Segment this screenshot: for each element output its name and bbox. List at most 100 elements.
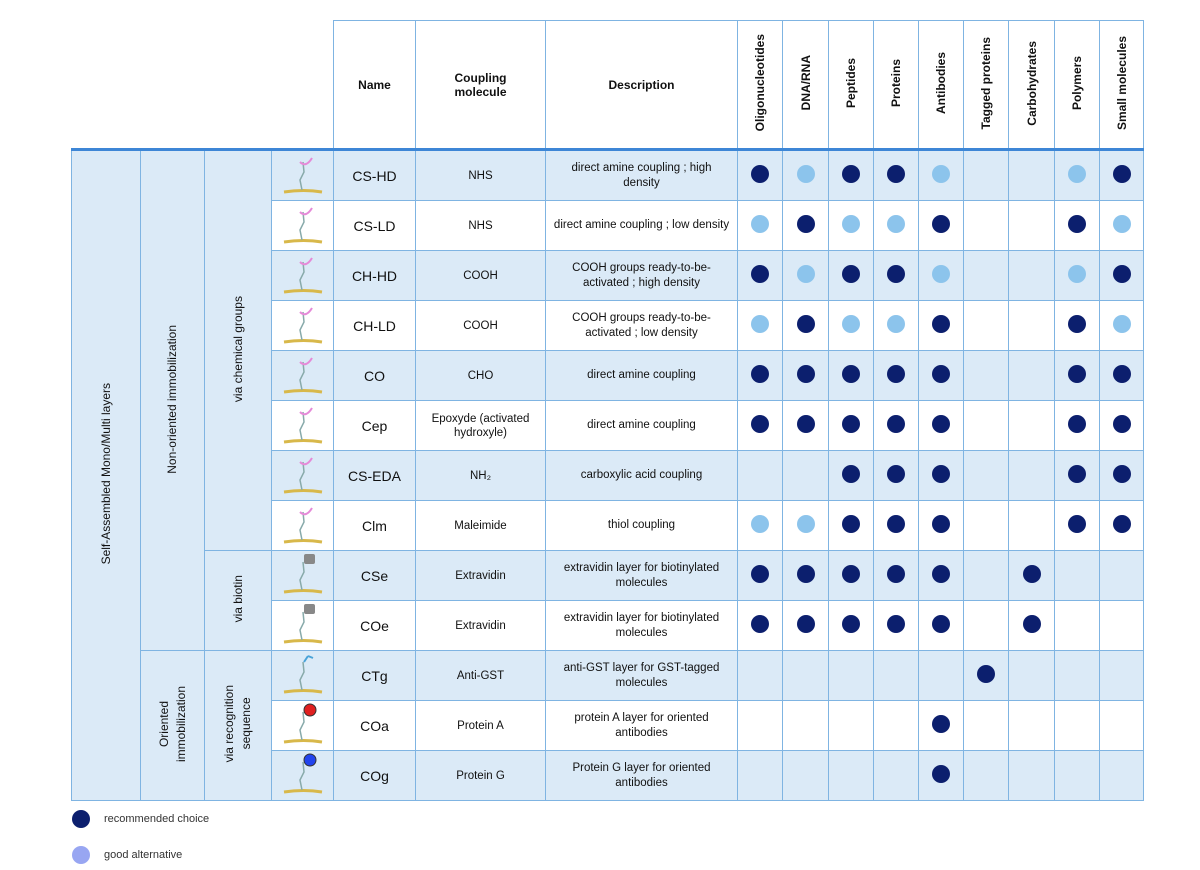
recommended-dot-icon <box>887 565 905 583</box>
cell-polymers <box>1054 300 1100 351</box>
cell-antibodies <box>918 300 964 351</box>
header-target-2: Peptides <box>828 20 874 150</box>
recommended-dot-icon <box>72 810 90 828</box>
amine-linker-icon <box>278 457 328 499</box>
header-target-6: Carbohydrates <box>1008 20 1055 150</box>
cell-coupling: Maleimide <box>415 500 546 551</box>
cell-description: Protein G layer for oriented antibodies <box>545 750 738 801</box>
cell-description: thiol coupling <box>545 500 738 551</box>
cell-small-molecules <box>1099 500 1144 551</box>
cell-oligonucleotides <box>737 300 783 351</box>
recommended-dot-icon <box>887 165 905 183</box>
alternative-dot-icon <box>842 215 860 233</box>
recommended-dot-icon <box>1068 365 1086 383</box>
cell-antibodies <box>918 350 964 401</box>
header-target-label: DNA/RNA <box>798 55 813 111</box>
cell-proteins <box>873 650 919 701</box>
protein-a-linker-icon <box>278 703 328 749</box>
recommended-dot-icon <box>751 415 769 433</box>
cell-tagged-proteins <box>963 600 1009 651</box>
cell-antibodies <box>918 400 964 451</box>
cell-dna-rna <box>782 149 829 201</box>
recommended-dot-icon <box>887 615 905 633</box>
molecule-cell <box>271 550 334 601</box>
cell-dna-rna <box>782 200 829 251</box>
cell-oligonucleotides <box>737 700 783 751</box>
recommended-dot-icon <box>932 715 950 733</box>
cell-proteins <box>873 600 919 651</box>
cell-coupling: Extravidin <box>415 600 546 651</box>
cell-name: COe <box>333 600 416 651</box>
cell-small-molecules <box>1099 250 1144 301</box>
header-blank <box>72 21 334 150</box>
cell-name: CH-HD <box>333 250 416 301</box>
cell-antibodies <box>918 500 964 551</box>
cell-coupling: Protein G <box>415 750 546 801</box>
extravidin-linker-icon <box>278 554 328 599</box>
cell-antibodies <box>918 750 964 801</box>
cell-dna-rna <box>782 450 829 501</box>
table-row: Self-Assembled Mono/Multi layers Non-orie… <box>71 149 1144 801</box>
cell-coupling: Extravidin <box>415 550 546 601</box>
header-target-8: Small molecules <box>1099 20 1144 150</box>
cell-antibodies <box>918 700 964 751</box>
cell-carbohydrates <box>1008 550 1055 601</box>
header-target-label: Polymers <box>1070 55 1084 111</box>
table-row: CH-LD COOH COOH groups ready-to-be-activat… <box>72 300 1144 351</box>
recommended-dot-icon <box>887 415 905 433</box>
cell-coupling: NHS <box>415 149 546 201</box>
cell-peptides <box>828 149 874 201</box>
cell-small-molecules <box>1099 450 1144 501</box>
group-chemical: via chemical groups <box>204 149 272 551</box>
cell-tagged-proteins <box>963 500 1009 551</box>
cell-description: direct amine coupling ; low density <box>545 200 738 251</box>
cell-carbohydrates <box>1008 650 1055 701</box>
cell-proteins <box>873 250 919 301</box>
alternative-dot-icon <box>887 315 905 333</box>
table-row: COg Protein G Protein G layer for oriented… <box>72 750 1144 801</box>
cell-peptides <box>828 750 874 801</box>
alternative-dot-icon <box>751 315 769 333</box>
cell-oligonucleotides <box>737 500 783 551</box>
cell-carbohydrates <box>1008 700 1055 751</box>
cell-antibodies <box>918 650 964 701</box>
cell-coupling: Protein A <box>415 700 546 751</box>
cell-description: protein A layer for oriented antibodies <box>545 700 738 751</box>
group-biotin-label: via biotin <box>230 575 245 623</box>
recommended-dot-icon <box>1022 565 1041 583</box>
cell-name: CS-EDA <box>333 450 416 501</box>
cell-dna-rna <box>782 400 829 451</box>
cell-carbohydrates <box>1008 750 1055 801</box>
cell-tagged-proteins <box>963 300 1009 351</box>
cell-polymers <box>1054 250 1100 301</box>
cell-proteins <box>873 750 919 801</box>
cell-small-molecules <box>1099 600 1144 651</box>
header-target-5: Tagged proteins <box>963 20 1009 150</box>
cell-polymers <box>1054 500 1100 551</box>
cell-name: Cep <box>333 400 416 451</box>
recommended-dot-icon <box>842 565 860 583</box>
recommended-dot-icon <box>842 615 860 633</box>
alternative-dot-icon <box>751 515 769 533</box>
recommended-dot-icon <box>1112 465 1131 483</box>
cell-dna-rna <box>782 300 829 351</box>
recommended-dot-icon <box>1068 415 1086 433</box>
alternative-dot-icon <box>1068 265 1086 283</box>
recommended-dot-icon <box>932 515 950 533</box>
cell-dna-rna <box>782 250 829 301</box>
header-target-label: Small molecules <box>1114 35 1129 131</box>
cell-polymers <box>1054 149 1100 201</box>
cell-coupling: COOH <box>415 300 546 351</box>
recommended-dot-icon <box>932 315 950 333</box>
cell-polymers <box>1054 700 1100 751</box>
recommended-dot-icon <box>751 615 769 633</box>
header-target-label: Proteins <box>889 58 903 107</box>
alternative-dot-icon <box>796 265 815 283</box>
cell-proteins <box>873 200 919 251</box>
molecule-cell <box>271 350 334 401</box>
molecule-cell <box>271 500 334 551</box>
cell-tagged-proteins <box>963 149 1009 201</box>
cell-peptides <box>828 200 874 251</box>
cell-coupling: Anti-GST <box>415 650 546 701</box>
recommended-dot-icon <box>842 515 860 533</box>
